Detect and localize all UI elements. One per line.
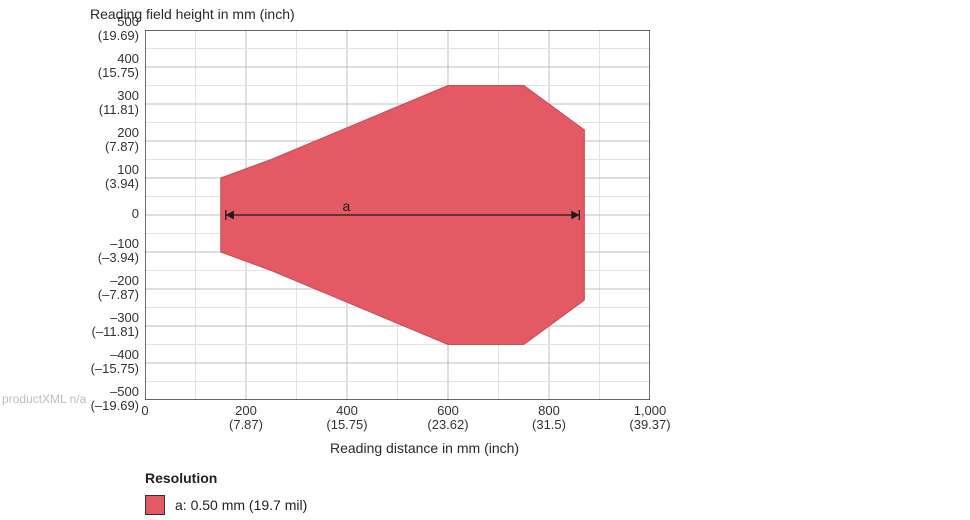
y-tick: –300 (–11.81) bbox=[92, 311, 139, 340]
x-tick: 1,000 (39.37) bbox=[620, 404, 680, 433]
chart-stage: { "chart": { "type": "area", "y_title": … bbox=[0, 0, 970, 520]
y-tick: 200 (7.87) bbox=[105, 126, 139, 155]
legend-label-a: a: 0.50 mm (19.7 mil) bbox=[175, 497, 307, 513]
watermark-text: productXML n/a bbox=[2, 392, 86, 406]
y-tick: –100 (–3.94) bbox=[98, 237, 139, 266]
y-tick: 400 (15.75) bbox=[98, 52, 139, 81]
x-tick: 0 bbox=[115, 404, 175, 418]
legend-swatch-a bbox=[145, 495, 165, 515]
y-tick: 300 (11.81) bbox=[99, 89, 139, 118]
x-tick: 400 (15.75) bbox=[317, 404, 377, 433]
y-tick: 100 (3.94) bbox=[105, 163, 139, 192]
x-axis-title: Reading distance in mm (inch) bbox=[330, 440, 519, 456]
x-tick: 800 (31.5) bbox=[519, 404, 579, 433]
y-tick: 0 bbox=[132, 207, 139, 221]
legend-item-a: a: 0.50 mm (19.7 mil) bbox=[145, 495, 307, 515]
region-label-a: a bbox=[343, 198, 351, 214]
x-tick: 600 (23.62) bbox=[418, 404, 478, 433]
legend-title: Resolution bbox=[145, 470, 217, 486]
reading-field-plot: a bbox=[145, 30, 650, 400]
y-tick: 500 (19.69) bbox=[98, 15, 139, 44]
y-tick: –200 (–7.87) bbox=[98, 274, 139, 303]
y-tick: –400 (–15.75) bbox=[91, 348, 139, 377]
x-tick: 200 (7.87) bbox=[216, 404, 276, 433]
